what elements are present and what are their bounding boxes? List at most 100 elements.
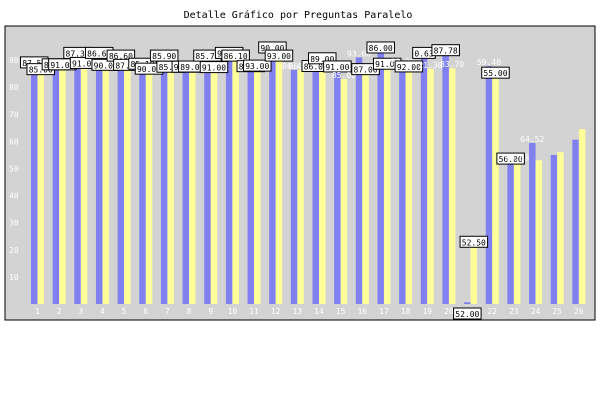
x-tick-label: 19 bbox=[422, 307, 432, 316]
x-tick-label: 4 bbox=[100, 307, 105, 316]
data-label: 83.70 bbox=[440, 60, 464, 69]
x-tick-label: 2 bbox=[57, 307, 62, 316]
x-tick-label: 13 bbox=[293, 307, 303, 316]
bar-series-2 bbox=[37, 73, 44, 305]
data-label: 85.00 bbox=[332, 71, 356, 80]
x-tick-label: 18 bbox=[401, 307, 411, 316]
chart-title: Detalle Gráfico por Preguntas Paralelo bbox=[184, 9, 413, 21]
svg-text:87.00: 87.00 bbox=[115, 61, 139, 70]
x-tick-label: 1 bbox=[35, 307, 40, 316]
data-label: 92.00 bbox=[394, 60, 424, 73]
svg-text:90.00: 90.00 bbox=[260, 44, 284, 53]
bar-series-2 bbox=[448, 68, 456, 304]
bar-series-1 bbox=[355, 57, 363, 304]
svg-text:52.00: 52.00 bbox=[455, 310, 479, 319]
y-axis-ticks: 10 20 30 40 50 60 70 80 90 bbox=[9, 56, 19, 282]
data-label: 91.00 bbox=[199, 61, 229, 74]
data-label: 86.40 bbox=[282, 62, 306, 71]
x-tick-label: 14 bbox=[314, 307, 324, 316]
x-tick-label: 24 bbox=[531, 307, 541, 316]
svg-text:85.00: 85.00 bbox=[332, 71, 356, 80]
data-label: 59.40 bbox=[477, 58, 501, 67]
x-tick-label: 20 bbox=[444, 307, 454, 316]
bar-series-1 bbox=[529, 143, 536, 304]
bar-series-1 bbox=[507, 163, 514, 304]
bar-series-1 bbox=[52, 68, 60, 304]
data-label: 89.00 bbox=[308, 52, 337, 65]
bar-series-1 bbox=[420, 57, 428, 304]
data-label: 55.00 bbox=[481, 66, 510, 79]
data-label: 60.63 bbox=[505, 154, 529, 163]
svg-text:86.00: 86.00 bbox=[369, 44, 393, 53]
bar-series-2 bbox=[470, 246, 478, 304]
y-tick-label: 50 bbox=[9, 165, 19, 174]
bar-series-1 bbox=[95, 57, 103, 304]
bar-series-2 bbox=[362, 73, 369, 305]
svg-text:55.00: 55.00 bbox=[483, 69, 507, 78]
bar-series-1 bbox=[312, 70, 319, 304]
svg-text:85.90: 85.90 bbox=[152, 52, 176, 61]
svg-text:85.97: 85.97 bbox=[159, 63, 183, 72]
x-tick-label: 22 bbox=[487, 307, 497, 316]
data-label: 21.30 bbox=[418, 61, 442, 70]
svg-text:89.00: 89.00 bbox=[180, 63, 204, 72]
bar-series-1 bbox=[377, 51, 384, 304]
svg-text:91.00: 91.00 bbox=[325, 63, 349, 72]
bar-series-1 bbox=[550, 154, 558, 304]
svg-text:92.00: 92.00 bbox=[397, 63, 421, 72]
bar-series-1 bbox=[74, 57, 81, 304]
svg-text:21.30: 21.30 bbox=[418, 61, 442, 70]
bar-series-1 bbox=[160, 60, 168, 304]
svg-text:91.00: 91.00 bbox=[202, 64, 226, 73]
svg-text:91.00: 91.00 bbox=[72, 59, 96, 68]
bar-series-1 bbox=[247, 70, 255, 304]
svg-text:64.52: 64.52 bbox=[520, 135, 544, 144]
x-tick-label: 17 bbox=[379, 307, 389, 316]
bar-series-2 bbox=[427, 68, 434, 304]
bar-series-1 bbox=[399, 65, 406, 305]
data-label: 91.00 bbox=[323, 60, 352, 73]
x-tick-label: 16 bbox=[357, 307, 367, 316]
bar-series-2 bbox=[80, 67, 88, 305]
data-label: 93.00 bbox=[347, 49, 371, 58]
x-tick-label: 5 bbox=[122, 307, 127, 316]
bar-series-1 bbox=[204, 60, 211, 304]
svg-text:86.60: 86.60 bbox=[87, 49, 111, 58]
bar-series-2 bbox=[232, 60, 239, 304]
bar-series-2 bbox=[557, 152, 564, 304]
svg-text:90.00: 90.00 bbox=[137, 65, 161, 74]
svg-text:56.00: 56.00 bbox=[499, 155, 523, 164]
x-tick-label: 12 bbox=[271, 307, 281, 316]
svg-text:85.76: 85.76 bbox=[195, 52, 219, 61]
svg-text:86.40: 86.40 bbox=[282, 62, 306, 71]
svg-text:93.00: 93.00 bbox=[267, 52, 291, 61]
bar-series-1 bbox=[31, 66, 38, 304]
bar-series-2 bbox=[513, 161, 521, 304]
bar-series-1 bbox=[269, 51, 276, 304]
svg-text:85.00: 85.00 bbox=[29, 66, 53, 75]
data-label: 86.10 bbox=[221, 49, 250, 62]
x-tick-label: 11 bbox=[249, 307, 259, 316]
bar-series-2 bbox=[189, 71, 196, 304]
svg-text:0.63: 0.63 bbox=[414, 49, 433, 58]
bar-series-2 bbox=[340, 79, 348, 304]
svg-text:93.00: 93.00 bbox=[245, 62, 269, 71]
data-label: 93.00 bbox=[243, 59, 272, 72]
bars bbox=[31, 51, 586, 305]
x-tick-label: 3 bbox=[78, 307, 83, 316]
x-tick-label: 25 bbox=[552, 307, 562, 316]
x-tick-label: 15 bbox=[336, 307, 346, 316]
data-label: 52.00 bbox=[453, 307, 482, 320]
bar-series-2 bbox=[319, 62, 326, 305]
data-label: 56.00 bbox=[496, 152, 525, 165]
svg-text:87.30: 87.30 bbox=[66, 49, 90, 58]
bar-series-2 bbox=[102, 69, 109, 305]
bar-series-2 bbox=[275, 60, 283, 304]
y-tick-label: 90 bbox=[9, 56, 19, 65]
bar-series-2 bbox=[383, 68, 391, 304]
x-tick-label: 8 bbox=[187, 307, 192, 316]
data-label: 52.50 bbox=[459, 235, 489, 248]
x-tick-label: 6 bbox=[143, 307, 148, 316]
x-axis-ticks: 1234567891011121314151617181920212223242… bbox=[35, 307, 584, 316]
bar-series-1 bbox=[225, 57, 233, 304]
